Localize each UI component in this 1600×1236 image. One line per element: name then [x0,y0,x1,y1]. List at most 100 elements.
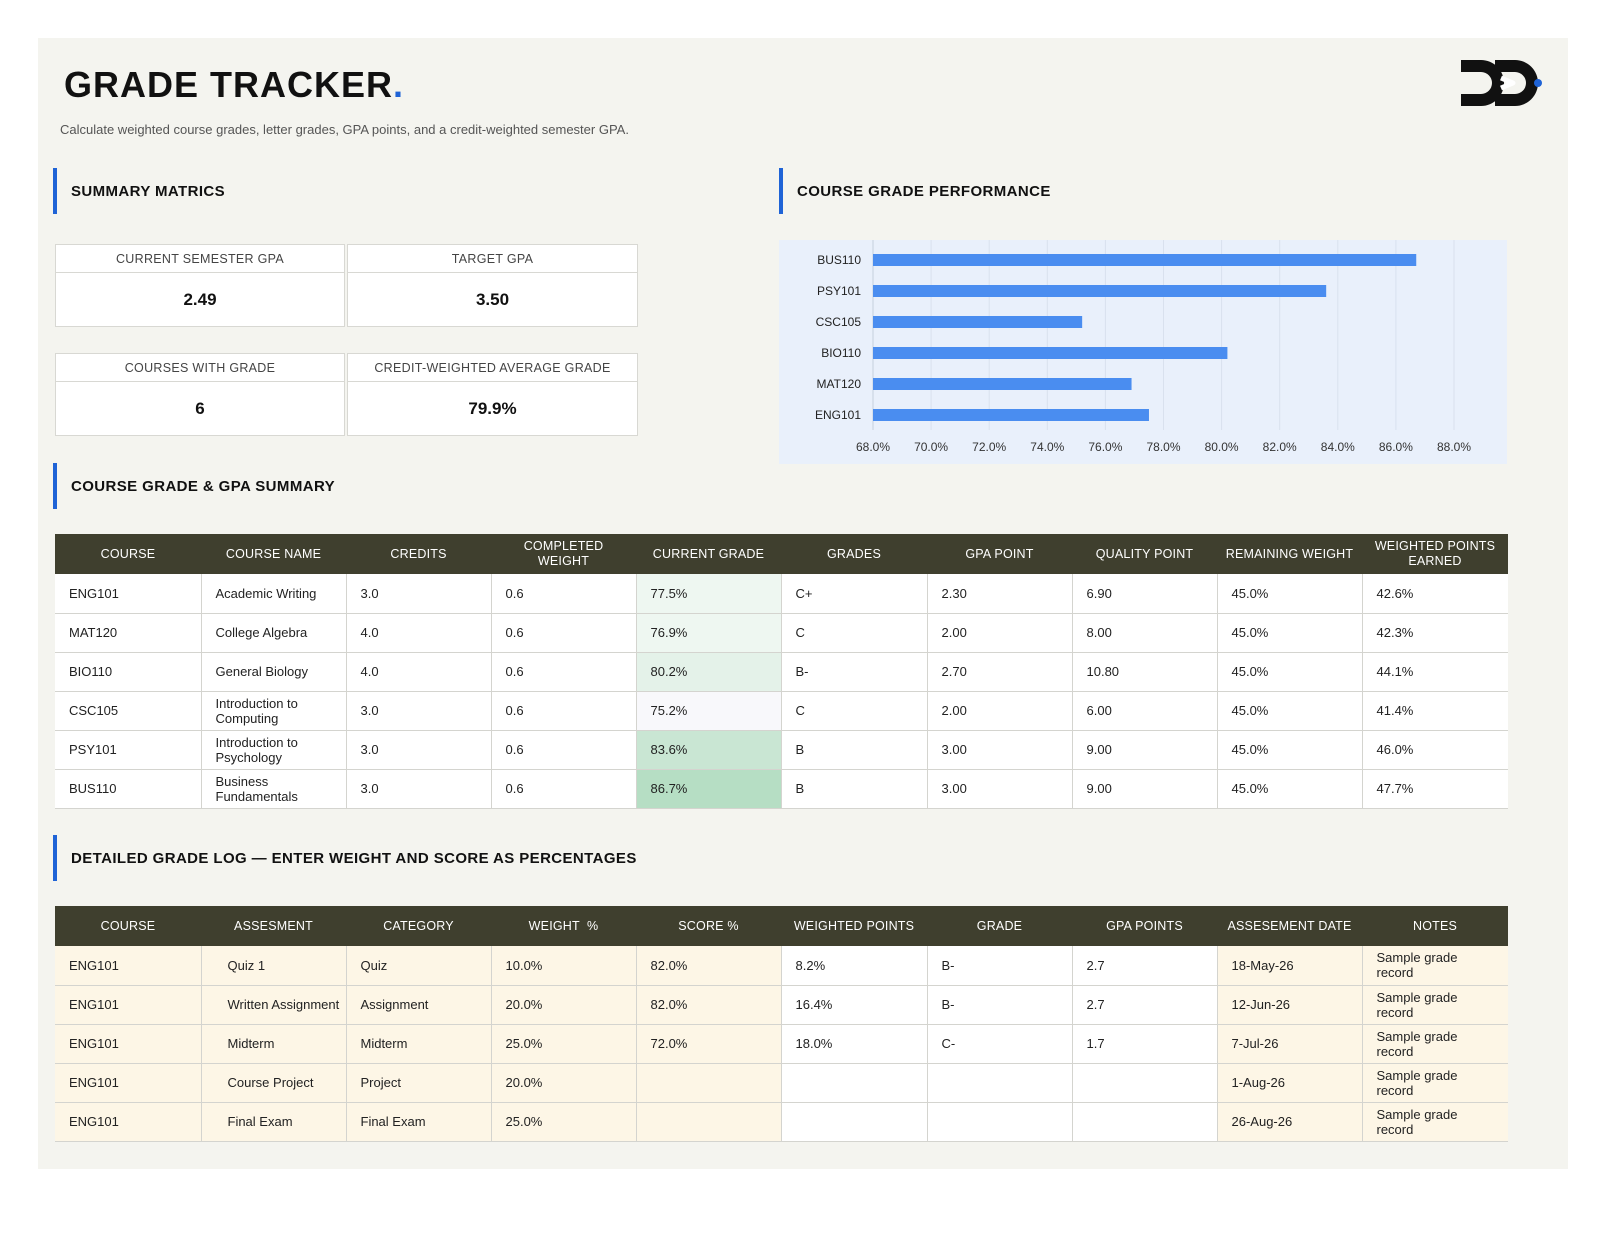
cell-gpa-point[interactable]: 3.00 [927,769,1073,809]
cell-assessment-date[interactable]: 18-May-26 [1217,946,1363,986]
cell-weight[interactable]: 25.0% [491,1024,637,1064]
cell-course[interactable]: PSY101 [55,730,202,770]
cell-credits[interactable]: 3.0 [346,730,492,770]
cell-quality-point[interactable]: 9.00 [1072,769,1218,809]
column-header[interactable]: NOTES [1362,906,1508,946]
cell-current-grade[interactable]: 75.2% [636,691,782,731]
column-header[interactable]: CURRENT GRADE [636,534,781,574]
cell-remaining-weight[interactable]: 45.0% [1217,613,1363,653]
column-header[interactable]: GPA POINT [927,534,1072,574]
cell-remaining-weight[interactable]: 45.0% [1217,691,1363,731]
cell-gpa-point[interactable]: 2.30 [927,574,1073,614]
cell-course[interactable]: ENG101 [55,574,202,614]
column-header[interactable]: WEIGHT % [491,906,636,946]
cell-weighted-points[interactable]: 42.3% [1362,613,1508,653]
cell-assessment[interactable]: Written Assignment [201,985,347,1025]
cell-score[interactable] [636,1063,782,1103]
column-header[interactable]: REMAINING WEIGHT [1217,534,1362,574]
cell-score[interactable] [636,1102,782,1142]
cell-gpa-point[interactable]: 2.00 [927,691,1073,731]
cell-weight[interactable]: 20.0% [491,985,637,1025]
cell-course-name[interactable]: College Algebra [201,613,347,653]
cell-gpa-point[interactable]: 3.00 [927,730,1073,770]
cell-course-name[interactable]: General Biology [201,652,347,692]
cell-current-grade[interactable]: 77.5% [636,574,782,614]
column-header[interactable]: CREDITS [346,534,491,574]
cell-letter-grade[interactable]: C [781,691,928,731]
cell-assessment[interactable]: Midterm [201,1024,347,1064]
cell-letter-grade[interactable]: B [781,730,928,770]
cell-weighted-points[interactable]: 16.4% [781,985,928,1025]
cell-completed-weight[interactable]: 0.6 [491,730,637,770]
cell-assessment-date[interactable]: 1-Aug-26 [1217,1063,1363,1103]
column-header[interactable]: COMPLETED WEIGHT [491,534,636,574]
cell-weighted-points[interactable]: 8.2% [781,946,928,986]
cell-assessment-date[interactable]: 7-Jul-26 [1217,1024,1363,1064]
cell-assessment[interactable]: Final Exam [201,1102,347,1142]
cell-letter-grade[interactable]: B- [781,652,928,692]
cell-quality-point[interactable]: 10.80 [1072,652,1218,692]
cell-quality-point[interactable]: 6.90 [1072,574,1218,614]
cell-completed-weight[interactable]: 0.6 [491,613,637,653]
cell-gpa-points[interactable] [1072,1102,1218,1142]
cell-credits[interactable]: 4.0 [346,613,492,653]
cell-gpa-point[interactable]: 2.00 [927,613,1073,653]
cell-letter-grade[interactable]: C [781,613,928,653]
cell-grade[interactable]: C- [927,1024,1073,1064]
cell-category[interactable]: Project [346,1063,492,1103]
cell-course[interactable]: ENG101 [55,1102,202,1142]
column-header[interactable]: WEIGHTED POINTS EARNED [1362,534,1508,574]
cell-notes[interactable]: Sample grade record [1362,985,1508,1025]
cell-completed-weight[interactable]: 0.6 [491,652,637,692]
cell-notes[interactable]: Sample grade record [1362,1102,1508,1142]
cell-current-grade[interactable]: 83.6% [636,730,782,770]
cell-course[interactable]: MAT120 [55,613,202,653]
cell-remaining-weight[interactable]: 45.0% [1217,652,1363,692]
cell-course[interactable]: ENG101 [55,1063,202,1103]
cell-credits[interactable]: 3.0 [346,691,492,731]
cell-gpa-points[interactable]: 1.7 [1072,1024,1218,1064]
column-header[interactable]: ASSESEMENT DATE [1217,906,1362,946]
cell-course-name[interactable]: Business Fundamentals [201,769,347,809]
cell-course[interactable]: BUS110 [55,769,202,809]
column-header[interactable]: COURSE [55,906,201,946]
column-header[interactable]: ASSESMENT [201,906,346,946]
cell-grade[interactable]: B- [927,985,1073,1025]
column-header[interactable]: GPA POINTS [1072,906,1217,946]
cell-current-grade[interactable]: 80.2% [636,652,782,692]
cell-notes[interactable]: Sample grade record [1362,1063,1508,1103]
cell-notes[interactable]: Sample grade record [1362,1024,1508,1064]
cell-score[interactable]: 72.0% [636,1024,782,1064]
column-header[interactable]: COURSE NAME [201,534,346,574]
cell-quality-point[interactable]: 6.00 [1072,691,1218,731]
cell-gpa-point[interactable]: 2.70 [927,652,1073,692]
cell-gpa-points[interactable]: 2.7 [1072,985,1218,1025]
cell-course-name[interactable]: Academic Writing [201,574,347,614]
cell-assessment-date[interactable]: 12-Jun-26 [1217,985,1363,1025]
cell-category[interactable]: Midterm [346,1024,492,1064]
column-header[interactable]: CATEGORY [346,906,491,946]
cell-credits[interactable]: 3.0 [346,574,492,614]
cell-assessment-date[interactable]: 26-Aug-26 [1217,1102,1363,1142]
cell-current-grade[interactable]: 86.7% [636,769,782,809]
cell-notes[interactable]: Sample grade record [1362,946,1508,986]
cell-course-name[interactable]: Introduction to Computing [201,691,347,731]
cell-current-grade[interactable]: 76.9% [636,613,782,653]
cell-weighted-points[interactable]: 46.0% [1362,730,1508,770]
cell-letter-grade[interactable]: B [781,769,928,809]
cell-grade[interactable] [927,1063,1073,1103]
cell-course[interactable]: BIO110 [55,652,202,692]
cell-weighted-points[interactable]: 41.4% [1362,691,1508,731]
cell-weighted-points[interactable]: 44.1% [1362,652,1508,692]
column-header[interactable]: GRADE [927,906,1072,946]
cell-completed-weight[interactable]: 0.6 [491,574,637,614]
cell-grade[interactable] [927,1102,1073,1142]
column-header[interactable]: WEIGHTED POINTS [781,906,927,946]
cell-weight[interactable]: 10.0% [491,946,637,986]
cell-course[interactable]: ENG101 [55,946,202,986]
cell-credits[interactable]: 3.0 [346,769,492,809]
cell-weighted-points[interactable] [781,1063,928,1103]
cell-course[interactable]: ENG101 [55,985,202,1025]
cell-completed-weight[interactable]: 0.6 [491,769,637,809]
cell-weighted-points[interactable]: 47.7% [1362,769,1508,809]
